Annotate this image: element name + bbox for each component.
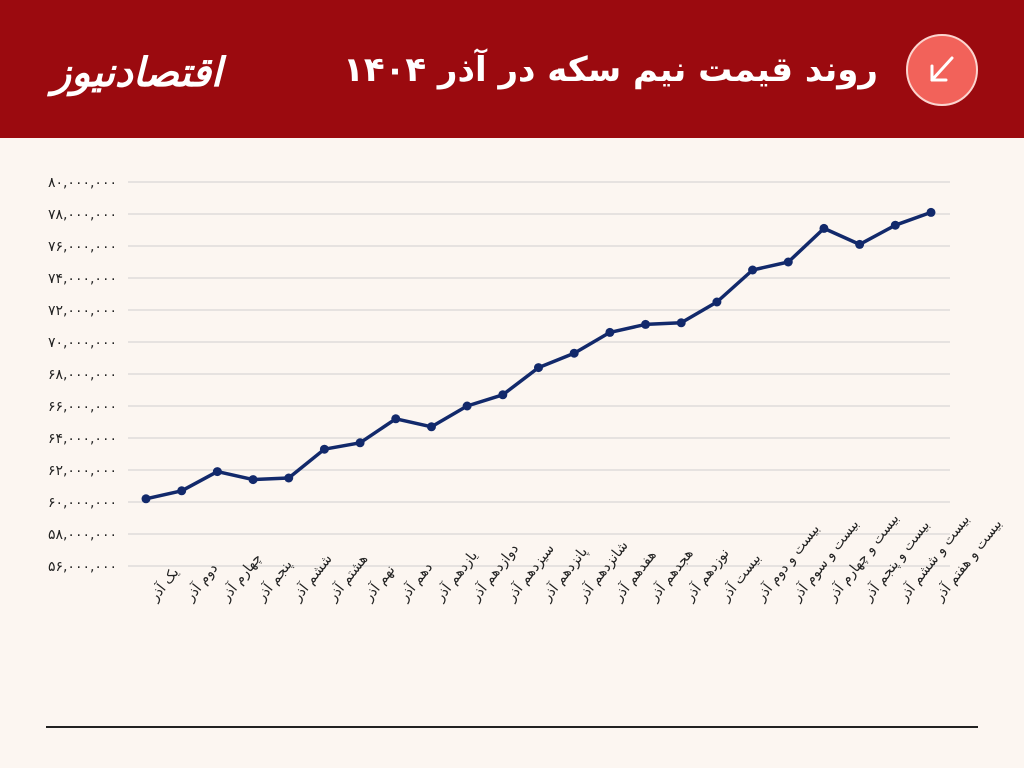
y-tick-label: ۶۲,۰۰۰,۰۰۰ [48,463,117,479]
chart-title: روند قیمت نیم سکه در آذر ۱۴۰۴ [343,50,878,90]
data-point [462,401,472,411]
y-tick-label: ۶۰,۰۰۰,۰۰۰ [48,495,117,511]
y-tick-label: ۶۶,۰۰۰,۰۰۰ [48,399,117,415]
arrow-down-left-icon [930,56,954,82]
y-tick-label: ۷۰,۰۰۰,۰۰۰ [48,335,117,351]
data-point [712,297,722,307]
data-point [319,444,329,454]
logo: اقتصادنیوز [51,49,222,96]
data-point [248,475,258,485]
data-point [212,467,222,477]
grid-lines [128,181,950,567]
y-tick-label: ۸۰,۰۰۰,۰۰۰ [48,175,117,191]
y-tick-label: ۶۸,۰۰۰,۰۰۰ [48,367,117,383]
data-point [177,486,187,496]
trend-badge [906,34,978,106]
x-tick-label: دوم آذر [181,560,221,605]
data-point [676,318,686,328]
y-tick-label: ۵۶,۰۰۰,۰۰۰ [48,559,117,575]
y-tick-label: ۷۴,۰۰۰,۰۰۰ [48,271,117,287]
data-point [819,223,829,233]
data-point [890,220,900,230]
data-point [748,265,758,275]
line-chart: ۸۰,۰۰۰,۰۰۰ ۷۸,۰۰۰,۰۰۰ ۷۶,۰۰۰,۰۰۰ ۷۴,۰۰۰,۰۰۰… [48,175,1005,605]
header-bar: اقتصادنیوز روند قیمت نیم سکه در آذر ۱۴۰۴ [0,0,1024,138]
y-tick-label: ۵۸,۰۰۰,۰۰۰ [48,527,117,543]
data-point [498,390,508,400]
data-point [141,494,151,504]
data-point [391,414,401,424]
x-tick-label: یک آذر [145,564,182,605]
data-points [141,207,936,504]
data-point [426,422,436,432]
data-point [569,348,579,358]
data-point [855,239,865,249]
data-point [284,473,294,483]
y-tick-label: ۷۲,۰۰۰,۰۰۰ [48,303,117,319]
data-point [534,363,543,373]
y-tick-label: ۷۶,۰۰۰,۰۰۰ [48,239,117,255]
data-point [926,207,936,217]
series-line [145,210,932,501]
footer-divider [46,726,978,728]
data-point [605,327,615,337]
data-point [783,257,793,267]
data-point [641,319,651,329]
y-tick-label: ۷۸,۰۰۰,۰۰۰ [48,207,117,223]
y-axis: ۸۰,۰۰۰,۰۰۰ ۷۸,۰۰۰,۰۰۰ ۷۶,۰۰۰,۰۰۰ ۷۴,۰۰۰,۰۰۰… [48,175,117,575]
y-tick-label: ۶۴,۰۰۰,۰۰۰ [48,431,117,447]
data-point [355,438,365,448]
